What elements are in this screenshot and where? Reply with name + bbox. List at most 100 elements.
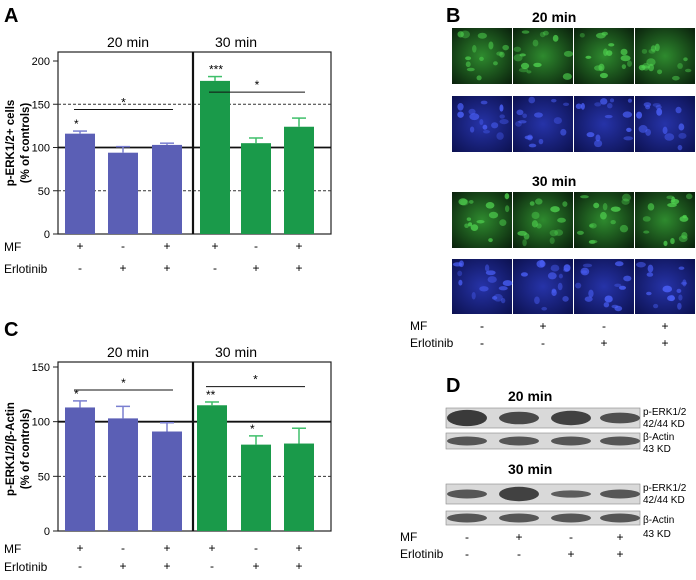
chartc-erl-label: Erlotinib <box>4 560 48 574</box>
micro-green-30-cell-1-10 <box>557 217 566 223</box>
micro-blue-20-cell-1-10 <box>518 120 527 124</box>
micro-green-20-cell-0-5 <box>476 75 482 81</box>
micro-mf-sign-2: - <box>602 319 606 333</box>
charta-group-label-0: 20 min <box>107 34 149 50</box>
micro-blue-20-cell-2-11 <box>600 98 608 105</box>
micro-blue-30-cell-0-2 <box>485 270 496 276</box>
chart-a: 0 50 100 150 200 20 min 30 min * + - - + + + *** + - - + + +… <box>4 34 332 276</box>
micro-blue-30-cell-2-13 <box>603 302 610 308</box>
blot-perk-30-band-1 <box>499 486 539 502</box>
micro-green-20-cell-0-12 <box>502 44 509 51</box>
micro-green-20-cell-2-10 <box>621 64 627 70</box>
micro-blue-20-cell-2-10 <box>607 103 613 109</box>
charta-ytick-label-2: 100 <box>32 143 50 155</box>
micro-blue-30-cell-0-9 <box>491 296 498 300</box>
micro-blue-20-cell-3-8 <box>655 105 662 110</box>
chartc-group-label-0: 20 min <box>107 344 149 360</box>
blot-actin-20-band-0 <box>447 436 487 446</box>
micro-blue-20-cell-0-1 <box>491 122 499 129</box>
micro-blue-20-cell-1-4 <box>522 113 527 119</box>
micro-blue-30-cell-3-9 <box>676 288 682 294</box>
blot-mf-label: MF <box>400 530 417 544</box>
micro-green-20-cell-1-10 <box>539 31 546 38</box>
micro-blue-30-cell-0-12 <box>500 297 506 304</box>
micro-blue-20-cell-3-12 <box>638 125 648 133</box>
charta-mf-sign-5: + <box>295 239 302 253</box>
micro-green-20-cell-1-0 <box>552 34 559 42</box>
blot-perk-label-30b: 42/44 KD <box>643 495 685 506</box>
micro-green-20-cell-1-11 <box>532 39 539 47</box>
micro-blue-20-cell-1-13 <box>553 117 562 124</box>
micro-green-30-cell-3-8 <box>643 230 650 234</box>
micro-blue-20-cell-3-6 <box>678 132 687 139</box>
chartc-bar-3 <box>197 405 227 531</box>
micro-blue-30-cell-3-12 <box>636 261 646 268</box>
micro-blue-20-cell-1-5 <box>534 112 543 118</box>
micro-green-30-cell-0-13 <box>468 222 473 227</box>
micro-green-30-cell-2-13 <box>593 202 600 209</box>
micro-blue-20-cell-1-6 <box>560 128 567 136</box>
micro-green-20-cell-2-13 <box>601 31 608 36</box>
micro-blue-20-cell-3-13 <box>662 126 668 135</box>
micro-blue-20-cell-2-2 <box>595 134 601 142</box>
micro-blue-20-cell-0-9 <box>479 118 484 126</box>
micro-blue-20-cell-2-5 <box>626 127 632 132</box>
blot-actin-label-30a: β-Actin <box>643 515 674 526</box>
chartc-mf-sign-3: + <box>208 541 215 555</box>
micro-green-20-cell-2-7 <box>620 55 631 62</box>
micro-blue-30-cell-1-8 <box>562 296 569 302</box>
micro-blue-20-cell-0-7 <box>468 108 476 115</box>
chartc-erl-sign-0: - <box>78 559 82 573</box>
micro-green-30-cell-1-2 <box>535 198 543 205</box>
micro-green-30-cell-3-6 <box>681 232 688 239</box>
micro-green-20-cell-1-7 <box>520 62 530 70</box>
micro-green-30-cell-3-10 <box>678 235 688 243</box>
chartc-ylabel-2: (% of controls) <box>20 409 32 490</box>
charta-ytick-label-1: 50 <box>38 186 50 198</box>
charta-ytick-label-0: 0 <box>44 229 50 241</box>
charta-sig-3: *** <box>209 63 223 77</box>
blot-actin-label-20a: β-Actin <box>643 432 674 443</box>
chartc-bar-1 <box>108 418 138 531</box>
chartc-bar-4 <box>241 444 271 531</box>
micro-blue-20-cell-2-7 <box>580 103 585 110</box>
charta-erl-label: Erlotinib <box>4 262 48 276</box>
chartc-mf-sign-1: - <box>121 541 125 555</box>
micro-blue-30-cell-1-4 <box>520 272 528 277</box>
micro-mf-sign-lead: - <box>480 319 484 333</box>
micro-green-20-cell-3-6 <box>641 65 651 69</box>
micro-green-20-cell-1-2 <box>542 30 549 36</box>
micro-green-30-cell-1-3 <box>562 201 568 207</box>
micro-green-20-cell-1-12 <box>521 30 530 34</box>
micro-blue-20-cell-3-5 <box>678 123 685 131</box>
micro-green-30-cell-2-2 <box>580 195 589 199</box>
charta-mf-sign-3: + <box>211 239 218 253</box>
charta-mf-sign-2: + <box>163 239 170 253</box>
blot-perk-20-band-3 <box>600 412 640 424</box>
micro-blue-30-cell-0-13 <box>484 264 490 272</box>
blot-time-30: 30 min <box>508 461 552 477</box>
micro-mf-label: MF <box>410 319 427 333</box>
blot-perk-30-band-2 <box>551 490 591 498</box>
micro-blue-30-cell-2-7 <box>584 296 593 302</box>
micro-green-30-cell-2-11 <box>619 224 629 233</box>
micro-blue-30-cell-3-7 <box>678 266 685 270</box>
micro-blue-30-cell-1-13 <box>541 306 548 311</box>
micro-green-20-cell-3-12 <box>677 63 683 69</box>
micro-blue-20-cell-2-9 <box>627 98 632 103</box>
micro-erl-sign-1: - <box>541 336 545 350</box>
micro-blue-20-cell-0-2 <box>457 102 464 111</box>
micro-blue-20-cell-0-12 <box>496 132 504 140</box>
chartc-sig-4: * <box>250 422 255 436</box>
micro-blue-20-cell-1-11 <box>528 96 536 104</box>
micro-blue-20-cell-3-3 <box>636 111 643 119</box>
micro-mf-sign-1: + <box>539 319 546 333</box>
blot-perk-label-20b: 42/44 KD <box>643 419 685 430</box>
micro-green-20-cell-2-12 <box>585 55 592 59</box>
micro-blue-20-cell-3-7 <box>677 144 683 151</box>
charta-ytick-label-4: 200 <box>32 56 50 68</box>
blot-erl-sign-2: + <box>567 547 574 561</box>
micro-green-30-cell-3-12 <box>671 196 676 203</box>
chartc-mf-sign-4: - <box>254 541 258 555</box>
micro-green-30-cell-0-12 <box>468 199 474 204</box>
